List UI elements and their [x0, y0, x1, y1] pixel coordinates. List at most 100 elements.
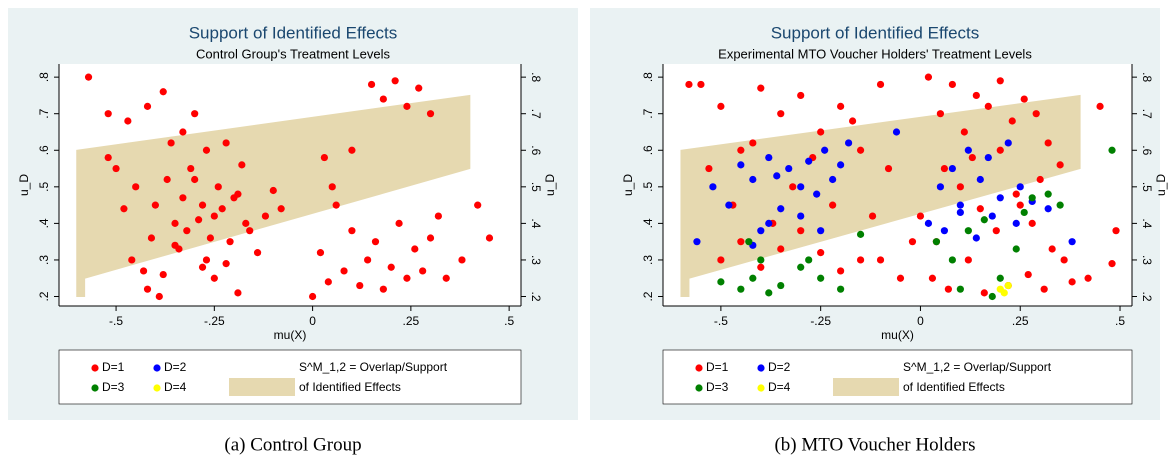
y-tick-label: .6 — [1140, 145, 1154, 155]
data-point — [1016, 183, 1024, 191]
legend-swatch — [833, 378, 899, 396]
data-point — [104, 110, 112, 118]
data-point — [206, 234, 215, 242]
data-point — [1008, 117, 1016, 125]
data-point — [1004, 281, 1012, 290]
x-axis-label: mu(X) — [881, 328, 914, 342]
data-point — [773, 172, 781, 180]
y-tick-label: .4 — [641, 218, 655, 228]
data-point — [829, 201, 837, 209]
y-tick-label: .4 — [529, 218, 543, 228]
legend-marker — [91, 364, 99, 372]
data-point — [442, 274, 450, 282]
data-point — [309, 292, 317, 301]
data-point — [155, 292, 163, 301]
data-point — [348, 227, 356, 235]
data-point — [785, 164, 793, 173]
data-point — [1028, 219, 1036, 227]
data-point — [1012, 245, 1020, 253]
x-axis-label: mu(X) — [274, 328, 307, 342]
data-point — [817, 249, 825, 257]
legend-label: S^M_1,2 = Overlap/Support — [903, 360, 1052, 374]
x-tick-label: -.25 — [810, 314, 831, 328]
data-point — [757, 227, 765, 235]
data-point — [1032, 110, 1040, 118]
data-point — [167, 139, 175, 147]
y-axis-label: u_D — [543, 174, 557, 196]
figure-caption: (b) MTO Voucher Holders — [774, 434, 975, 455]
data-point — [948, 164, 956, 173]
data-point — [1048, 245, 1056, 253]
y-axis-label: u_D — [1154, 174, 1168, 196]
data-point — [777, 245, 785, 253]
data-point — [956, 285, 964, 293]
x-tick-label: 0 — [309, 314, 316, 328]
data-point — [143, 285, 152, 293]
data-point — [419, 267, 427, 275]
data-point — [159, 88, 167, 96]
x-tick-label: .5 — [1115, 314, 1125, 328]
data-point — [1024, 270, 1032, 279]
legend-label: D=4 — [164, 380, 187, 394]
data-point — [84, 73, 93, 81]
data-point — [685, 80, 693, 89]
data-point — [988, 212, 996, 220]
data-point — [829, 175, 837, 184]
data-point — [474, 201, 482, 209]
y-tick-label: .5 — [529, 182, 543, 192]
x-tick-label: -.5 — [109, 314, 123, 328]
data-point — [765, 219, 773, 227]
data-point — [391, 77, 399, 85]
data-point — [924, 219, 933, 227]
data-point — [956, 201, 964, 209]
data-point — [128, 256, 136, 264]
x-tick-label: -.5 — [714, 314, 728, 328]
y-tick-label: .7 — [641, 108, 655, 118]
data-point — [316, 249, 325, 257]
data-point — [411, 245, 419, 253]
data-point — [924, 73, 933, 81]
data-point — [1044, 190, 1052, 198]
data-point — [964, 256, 972, 264]
data-point — [242, 219, 250, 227]
data-point — [434, 212, 442, 220]
data-point — [403, 102, 411, 110]
data-point — [246, 227, 254, 235]
data-point — [132, 183, 140, 191]
legend-label: D=4 — [768, 380, 791, 394]
data-point — [749, 139, 757, 147]
y-tick-label: .5 — [641, 182, 655, 192]
data-point — [749, 274, 757, 282]
legend-marker — [695, 364, 703, 372]
data-point — [717, 102, 725, 110]
data-point — [253, 249, 262, 257]
data-point — [214, 183, 222, 191]
chart-subtitle: Experimental MTO Voucher Holders' Treatm… — [718, 46, 1032, 61]
legend-label: D=2 — [768, 360, 791, 374]
data-point — [936, 110, 945, 118]
data-point — [932, 238, 941, 246]
y-tick-label: .8 — [37, 72, 51, 82]
data-point — [277, 205, 285, 213]
data-point — [403, 274, 411, 282]
data-point — [856, 146, 865, 154]
data-point — [960, 128, 968, 136]
data-point — [845, 139, 853, 147]
x-tick-label: .5 — [504, 314, 514, 328]
legend-marker — [757, 384, 765, 392]
data-point — [737, 238, 745, 246]
legend-label: S^M_1,2 = Overlap/Support — [299, 360, 448, 374]
data-point — [757, 256, 765, 264]
data-point — [226, 238, 234, 246]
data-point — [364, 256, 372, 264]
data-point — [179, 128, 187, 136]
legend-marker — [153, 384, 161, 392]
chart-title: Support of Identified Effects — [771, 23, 980, 42]
data-point — [485, 234, 494, 242]
legend-label: D=1 — [706, 360, 729, 374]
data-point — [222, 139, 230, 147]
legend-label: of Identified Effects — [903, 380, 1005, 394]
x-tick-label: 0 — [917, 314, 924, 328]
data-point — [928, 274, 937, 282]
